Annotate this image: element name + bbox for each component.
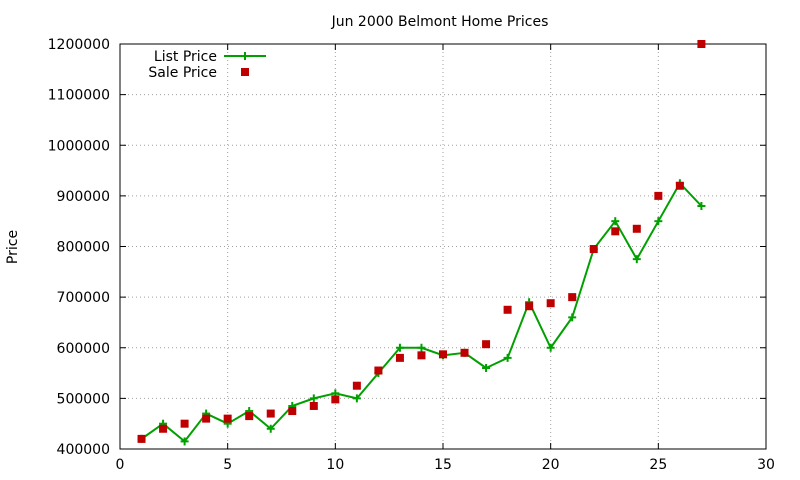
list-price-point	[309, 394, 318, 403]
y-tick-label: 500000	[57, 391, 110, 407]
sale-price-point	[288, 407, 297, 416]
sale-price-point	[266, 409, 275, 418]
y-tick-label: 1100000	[48, 88, 110, 104]
y-tick-label: 1200000	[48, 37, 110, 53]
chart-title: Jun 2000 Belmont Home Prices	[331, 14, 549, 30]
x-tick-label: 15	[434, 457, 452, 473]
y-tick-label: 1000000	[48, 138, 110, 154]
sale-price-point	[697, 40, 706, 48]
y-tick-label: 400000	[57, 442, 110, 458]
y-tick-label: 600000	[57, 341, 110, 357]
sale-price-point	[245, 412, 254, 421]
sale-price-point	[180, 419, 189, 428]
sale-price-point	[589, 245, 598, 254]
list-price-point	[568, 313, 577, 322]
sale-price-point	[331, 395, 340, 404]
x-tick-label: 25	[649, 457, 667, 473]
tick-labels: 400000 500000 600000 700000 800000 900000 1000…	[48, 37, 775, 473]
list-price-point	[417, 343, 426, 352]
sale-price-point	[546, 299, 555, 308]
sale-price-point	[568, 293, 577, 302]
sale-price-point	[395, 353, 404, 362]
sale-price-point	[460, 348, 469, 357]
x-tick-label: 10	[326, 457, 344, 473]
legend-marker-sale-price	[241, 68, 249, 76]
list-price-point	[654, 217, 663, 226]
sale-price-point	[482, 340, 491, 349]
list-price-point	[482, 364, 491, 372]
sale-price-point	[503, 305, 512, 314]
legend: List Price Sale Price	[148, 49, 266, 81]
sale-price-point	[525, 302, 534, 311]
sale-price-point	[374, 366, 383, 375]
sale-price-point	[654, 191, 663, 200]
list-price-point	[611, 217, 620, 226]
y-axis-label: Price	[5, 230, 21, 264]
sale-price-point	[611, 227, 620, 236]
list-price-point	[546, 343, 555, 352]
list-price-point	[697, 202, 706, 210]
list-price-point	[180, 437, 189, 446]
list-price-point	[395, 343, 404, 352]
y-tick-label: 700000	[57, 290, 110, 306]
y-tick-label: 900000	[57, 189, 110, 205]
sale-price-point	[137, 434, 146, 443]
grid-lines	[120, 44, 766, 449]
legend-marker-list-price	[241, 52, 249, 60]
y-tick-label: 800000	[57, 240, 110, 256]
sale-price-point	[223, 414, 232, 423]
list-price-point	[632, 255, 641, 264]
legend-label-sale-price: Sale Price	[148, 65, 217, 81]
series-layer	[137, 40, 706, 446]
sale-price-point	[352, 381, 361, 390]
plot-frame	[119, 43, 767, 450]
list-price-point	[352, 394, 361, 403]
x-tick-label: 20	[542, 457, 560, 473]
sale-price-point	[159, 424, 168, 433]
sale-price-point	[202, 414, 211, 423]
sale-price-point	[675, 181, 684, 190]
legend-label-list-price: List Price	[154, 49, 217, 65]
sale-price-point	[632, 224, 641, 233]
list-price-point	[503, 353, 512, 362]
sale-price-point	[417, 351, 426, 360]
sale-price-point	[439, 350, 447, 359]
x-tick-label: 0	[116, 457, 125, 473]
sale-price-point	[309, 401, 318, 410]
x-tick-label: 30	[757, 457, 775, 473]
x-tick-label: 5	[223, 457, 232, 473]
list-price-point	[266, 424, 275, 433]
